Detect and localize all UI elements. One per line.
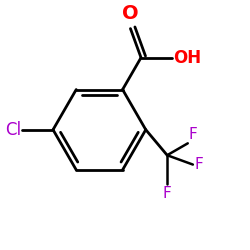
Text: F: F [189, 127, 198, 142]
Text: F: F [163, 186, 172, 201]
Text: F: F [194, 157, 203, 172]
Text: O: O [122, 4, 139, 23]
Text: OH: OH [173, 49, 201, 67]
Text: Cl: Cl [5, 121, 21, 139]
